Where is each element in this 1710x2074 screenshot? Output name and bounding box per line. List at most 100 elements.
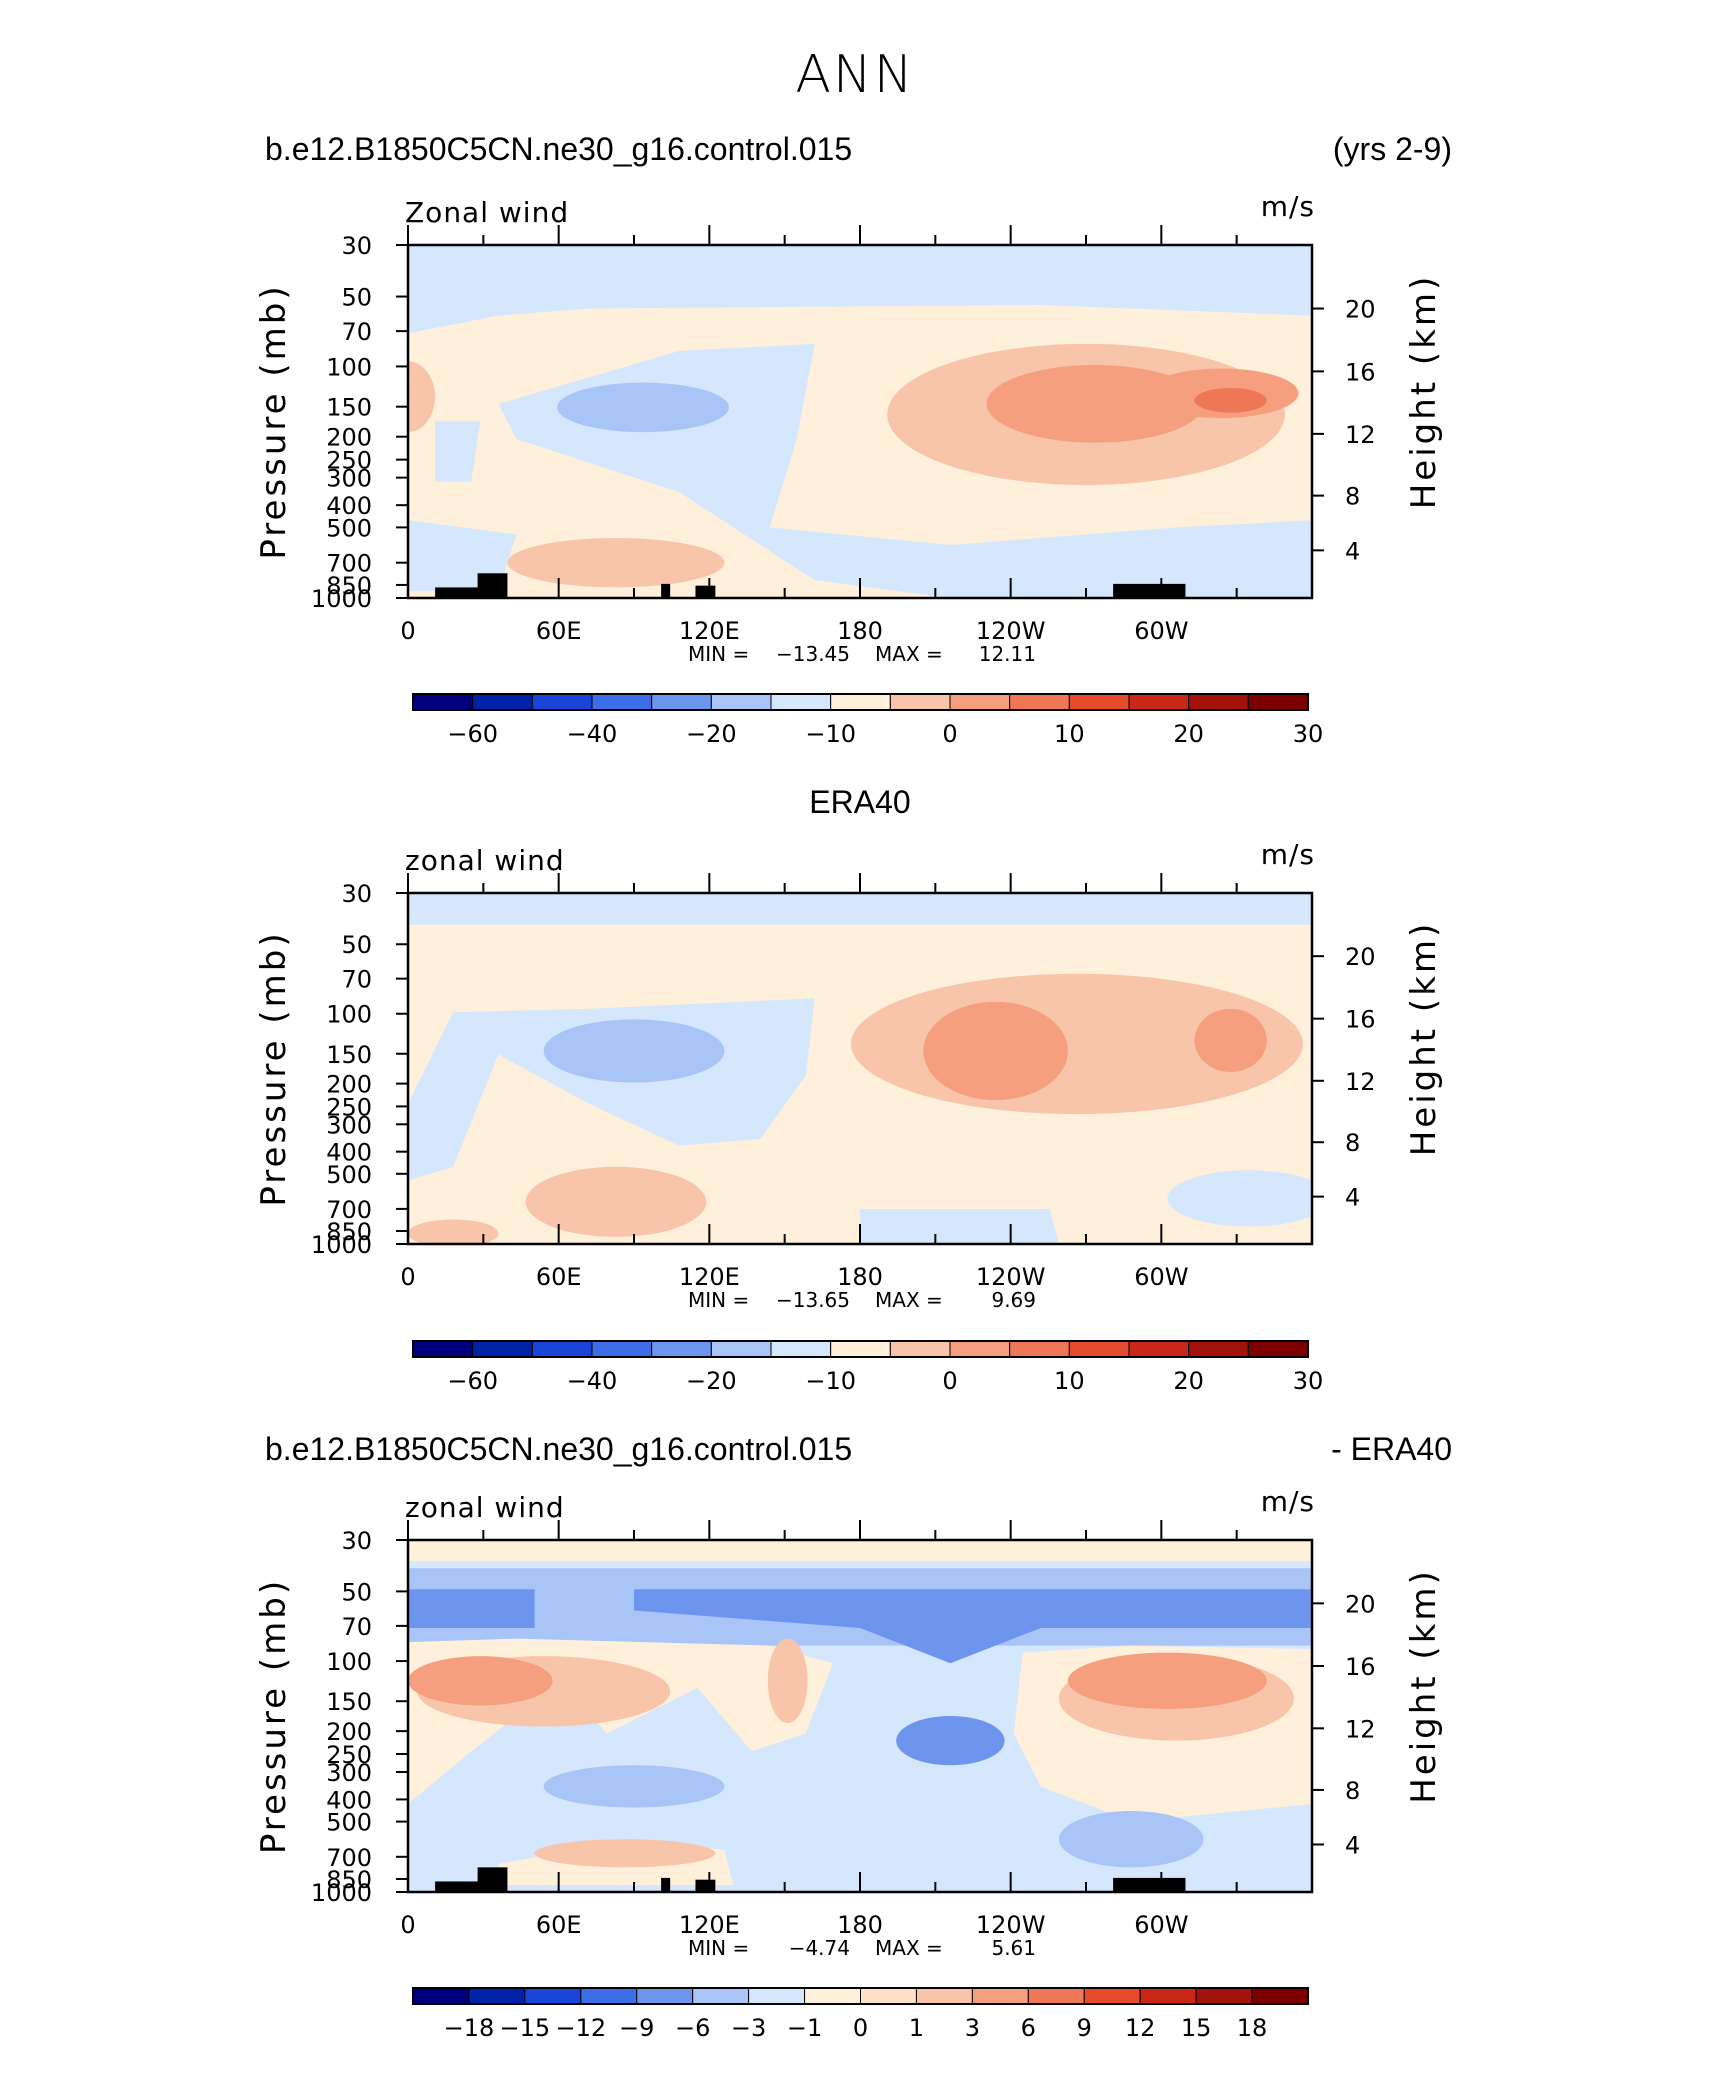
y-tick-label: 300 xyxy=(326,465,372,493)
colorbar-label: 0 xyxy=(942,1367,957,1395)
colorbar-swatch xyxy=(748,1987,806,2005)
topography-mask xyxy=(477,573,508,598)
contour-band xyxy=(543,1019,725,1083)
y-tick-label: 500 xyxy=(326,1161,372,1189)
y-right-tick-label: 20 xyxy=(1345,296,1376,324)
colorbar-label: 20 xyxy=(1173,720,1204,748)
contour-field xyxy=(408,245,1312,598)
colorbar-swatch xyxy=(1195,1987,1253,2005)
topography-mask xyxy=(661,583,671,598)
y-tick-label: 700 xyxy=(326,1196,372,1224)
y-right-tick-label: 12 xyxy=(1345,421,1376,449)
y-tick-label: 850 xyxy=(326,1866,372,1894)
y-tick-label: 150 xyxy=(326,1041,372,1069)
y-tick-label: 250 xyxy=(326,1741,372,1769)
colorbar-label: 0 xyxy=(853,2014,868,2042)
max-value: 9.69 xyxy=(991,1288,1036,1312)
contour-field xyxy=(408,1540,1312,1892)
colorbar-label: 30 xyxy=(1293,720,1324,748)
y-right-axis-title: Height (km) xyxy=(1404,921,1444,1157)
colorbar-swatch xyxy=(591,1340,653,1358)
y-tick-label: 50 xyxy=(341,1578,372,1606)
y-right-tick-label: 12 xyxy=(1345,1068,1376,1096)
colorbar-swatch xyxy=(1247,1340,1309,1358)
contour-band xyxy=(634,1589,1312,1664)
y-tick-label: 300 xyxy=(326,1759,372,1787)
x-tick-label: 180 xyxy=(837,1911,883,1939)
y-tick-label: 150 xyxy=(326,1688,372,1716)
y-tick-label: 150 xyxy=(326,394,372,422)
contour-band xyxy=(534,1839,716,1868)
contour-band xyxy=(767,1638,808,1724)
contour-band xyxy=(408,361,436,433)
y-tick-label: 700 xyxy=(326,550,372,578)
colorbar-label: 9 xyxy=(1077,2014,1092,2042)
colorbar-swatch xyxy=(591,693,653,711)
y-tick-label: 200 xyxy=(326,424,372,452)
x-tick-label: 180 xyxy=(837,617,883,645)
colorbar-swatch xyxy=(1068,1340,1130,1358)
colorbar-label: −18 xyxy=(444,2014,495,2042)
colorbar-swatch xyxy=(971,1987,1029,2005)
units-label: m/s xyxy=(1261,190,1315,223)
y-right-tick-label: 4 xyxy=(1345,537,1360,565)
contour-band xyxy=(1194,387,1267,413)
colorbar-swatch xyxy=(580,1987,638,2005)
colorbar-swatch xyxy=(1188,693,1249,711)
y-right-tick-label: 12 xyxy=(1345,1715,1376,1743)
topography-mask xyxy=(1113,1877,1186,1892)
x-tick-label: 0 xyxy=(400,1263,415,1291)
colorbar-label: −40 xyxy=(567,1367,618,1395)
max-value: 5.61 xyxy=(991,1936,1036,1960)
min-value: −13.65 xyxy=(776,1288,850,1312)
contour-band xyxy=(986,365,1204,443)
y-tick-label: 850 xyxy=(326,1218,372,1246)
topography-mask xyxy=(695,585,716,598)
x-tick-label: 120W xyxy=(976,617,1046,645)
colorbar-swatch xyxy=(949,693,1011,711)
colorbar-label: −60 xyxy=(447,720,498,748)
x-tick-label: 180 xyxy=(837,1263,883,1291)
y-tick-label: 50 xyxy=(341,284,372,312)
x-tick-label: 120W xyxy=(976,1263,1046,1291)
contour-band xyxy=(1067,1652,1267,1709)
y-right-tick-label: 20 xyxy=(1345,943,1376,971)
y-tick-label: 100 xyxy=(326,353,372,381)
y-tick-label: 1000 xyxy=(311,585,372,613)
y-tick-label: 400 xyxy=(326,1139,372,1167)
y-tick-label: 700 xyxy=(326,1844,372,1872)
colorbar-swatch xyxy=(1083,1987,1141,2005)
contour-band xyxy=(860,1208,1059,1244)
colorbar-swatch xyxy=(830,693,891,711)
y-tick-label: 850 xyxy=(326,572,372,600)
colorbar-label: 6 xyxy=(1021,2014,1036,2042)
contour-band xyxy=(1058,1811,1204,1868)
contour-band xyxy=(507,537,725,588)
colorbar-label: −3 xyxy=(731,2014,766,2042)
colorbar-swatch xyxy=(860,1987,917,2005)
colorbar-swatch xyxy=(804,1987,861,2005)
colorbar-swatch xyxy=(1188,1340,1249,1358)
y-tick-label: 200 xyxy=(326,1718,372,1746)
x-tick-label: 60E xyxy=(536,1911,582,1939)
contour-field xyxy=(408,893,1312,1244)
panel-3: b.e12.B1850C5CN.ne30_g16.control.015 - ER… xyxy=(254,1431,1452,2042)
colorbar-swatch xyxy=(1128,693,1190,711)
y-axis-title: Pressure (mb) xyxy=(254,930,294,1206)
colorbar-label: −40 xyxy=(567,720,618,748)
colorbar-swatch xyxy=(468,1987,526,2005)
colorbar-label: 3 xyxy=(965,2014,980,2042)
y-tick-label: 70 xyxy=(341,318,372,346)
colorbar-swatch xyxy=(830,1340,891,1358)
colorbar-label: −60 xyxy=(447,1367,498,1395)
contour-band xyxy=(408,1540,1312,1562)
colorbar-swatch xyxy=(524,1987,582,2005)
y-tick-label: 70 xyxy=(341,1613,372,1641)
colorbar-label: −10 xyxy=(805,1367,856,1395)
colorbar-swatch xyxy=(889,1340,951,1358)
colorbar-label: 10 xyxy=(1054,1367,1085,1395)
y-right-axis-title: Height (km) xyxy=(1404,274,1444,510)
max-label: MAX = xyxy=(875,642,943,666)
x-tick-label: 120W xyxy=(976,1911,1046,1939)
